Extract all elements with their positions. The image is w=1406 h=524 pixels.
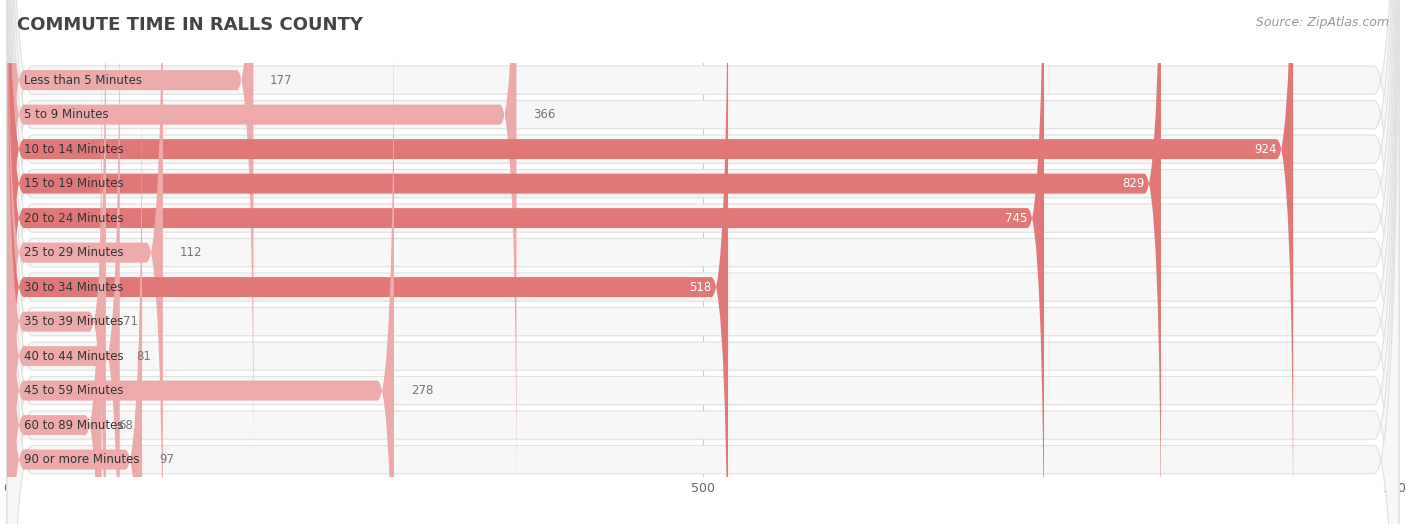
Text: 278: 278	[411, 384, 433, 397]
FancyBboxPatch shape	[7, 21, 101, 524]
FancyBboxPatch shape	[7, 0, 1045, 524]
Text: 68: 68	[118, 419, 134, 432]
Text: 366: 366	[533, 108, 555, 121]
Text: Source: ZipAtlas.com: Source: ZipAtlas.com	[1256, 16, 1389, 29]
FancyBboxPatch shape	[7, 0, 1399, 524]
FancyBboxPatch shape	[7, 0, 1399, 524]
Text: 97: 97	[159, 453, 174, 466]
Text: 90 or more Minutes: 90 or more Minutes	[24, 453, 139, 466]
Text: 518: 518	[689, 281, 711, 293]
Text: 924: 924	[1254, 143, 1277, 156]
FancyBboxPatch shape	[7, 0, 1399, 524]
Text: 10 to 14 Minutes: 10 to 14 Minutes	[24, 143, 124, 156]
Text: 5 to 9 Minutes: 5 to 9 Minutes	[24, 108, 108, 121]
Text: 112: 112	[180, 246, 202, 259]
FancyBboxPatch shape	[7, 0, 728, 524]
Text: Less than 5 Minutes: Less than 5 Minutes	[24, 74, 142, 86]
Text: 60 to 89 Minutes: 60 to 89 Minutes	[24, 419, 124, 432]
Text: 15 to 19 Minutes: 15 to 19 Minutes	[24, 177, 124, 190]
Text: 35 to 39 Minutes: 35 to 39 Minutes	[24, 315, 124, 328]
Text: COMMUTE TIME IN RALLS COUNTY: COMMUTE TIME IN RALLS COUNTY	[17, 16, 363, 34]
FancyBboxPatch shape	[7, 0, 1399, 524]
FancyBboxPatch shape	[7, 0, 105, 524]
FancyBboxPatch shape	[7, 0, 1399, 524]
FancyBboxPatch shape	[7, 0, 1399, 524]
Text: 30 to 34 Minutes: 30 to 34 Minutes	[24, 281, 124, 293]
Text: 45 to 59 Minutes: 45 to 59 Minutes	[24, 384, 124, 397]
FancyBboxPatch shape	[7, 0, 1399, 524]
FancyBboxPatch shape	[7, 0, 1294, 524]
Text: 829: 829	[1122, 177, 1144, 190]
FancyBboxPatch shape	[7, 0, 163, 524]
FancyBboxPatch shape	[7, 0, 120, 524]
FancyBboxPatch shape	[7, 0, 1399, 524]
FancyBboxPatch shape	[7, 0, 1399, 524]
FancyBboxPatch shape	[7, 56, 142, 524]
Text: 71: 71	[122, 315, 138, 328]
FancyBboxPatch shape	[7, 0, 1399, 524]
Text: 25 to 29 Minutes: 25 to 29 Minutes	[24, 246, 124, 259]
Text: 745: 745	[1005, 212, 1028, 225]
FancyBboxPatch shape	[7, 0, 394, 524]
Text: 40 to 44 Minutes: 40 to 44 Minutes	[24, 350, 124, 363]
FancyBboxPatch shape	[7, 0, 253, 484]
Text: 20 to 24 Minutes: 20 to 24 Minutes	[24, 212, 124, 225]
Text: 81: 81	[136, 350, 152, 363]
FancyBboxPatch shape	[7, 0, 1399, 524]
FancyBboxPatch shape	[7, 0, 516, 519]
FancyBboxPatch shape	[7, 0, 1399, 524]
Text: 177: 177	[270, 74, 292, 86]
FancyBboxPatch shape	[7, 0, 1161, 524]
